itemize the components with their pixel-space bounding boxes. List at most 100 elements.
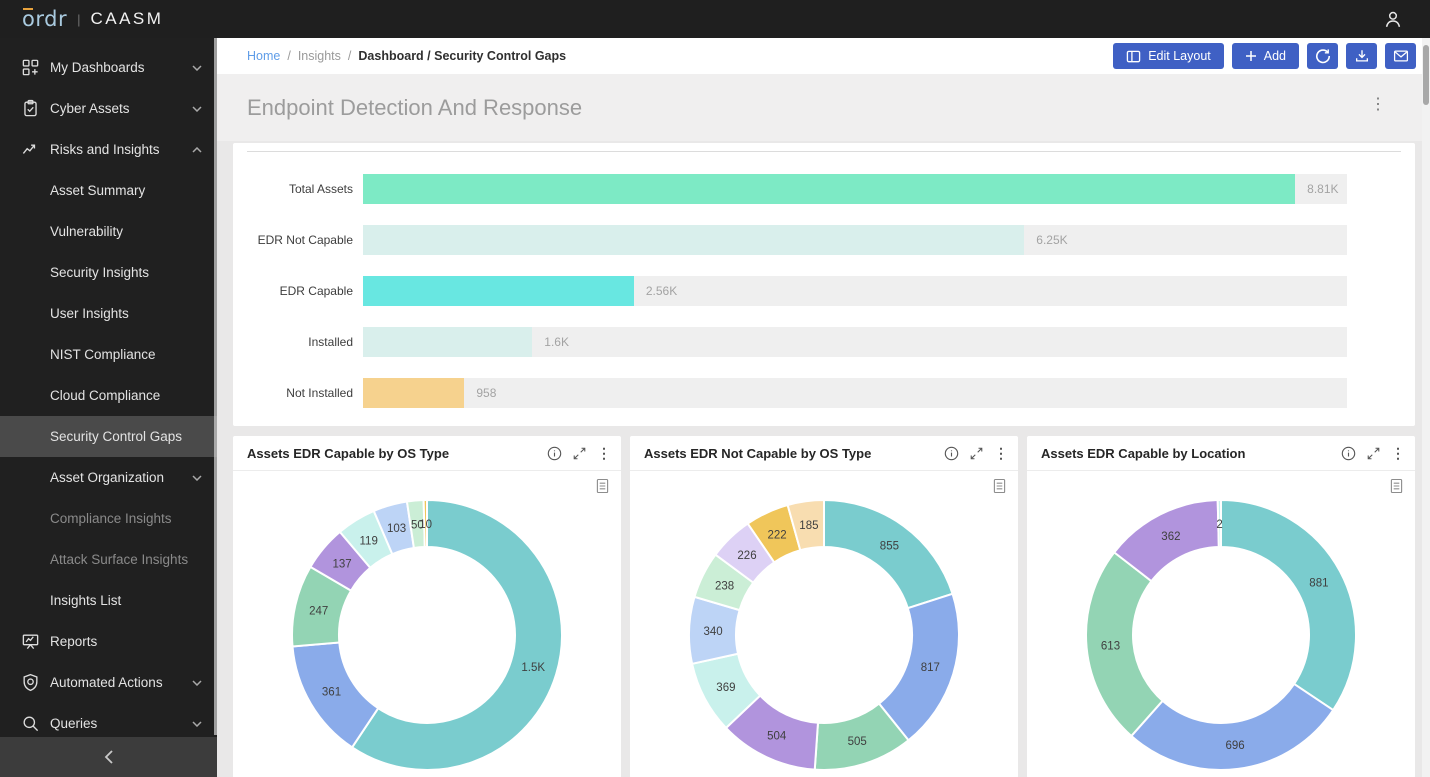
card-body: 1.5K 361 247 137 119 103 50 10 (233, 471, 621, 777)
main-content: Home / Insights / Dashboard / Security C… (217, 38, 1430, 777)
breadcrumb-current: Dashboard / Security Control Gaps (358, 49, 567, 63)
kebab-icon[interactable]: ⋮ (994, 445, 1008, 461)
refresh-button[interactable] (1307, 43, 1338, 69)
bar-fill[interactable] (363, 174, 1296, 204)
breadcrumb-separator: / (347, 49, 352, 63)
donut-slice-label: 361 (322, 687, 341, 699)
bar-fill[interactable] (363, 276, 634, 306)
sidebar-item-cyber-assets[interactable]: Cyber Assets (0, 88, 217, 129)
sidebar-item-security-control-gaps[interactable]: Security Control Gaps (0, 416, 217, 457)
donut-slice[interactable] (1220, 498, 1357, 712)
sidebar-item-insights-list[interactable]: Insights List (0, 580, 217, 621)
expand-icon[interactable] (573, 447, 586, 460)
donut-slice-label: 504 (767, 730, 787, 742)
breadcrumb-home[interactable]: Home (247, 49, 281, 63)
product-name: CAASM (90, 9, 164, 28)
edit-layout-button[interactable]: Edit Layout (1113, 43, 1224, 69)
sidebar-item-reports[interactable]: Reports (0, 621, 217, 662)
bar-fill[interactable] (363, 327, 533, 357)
breadcrumb-separator: / (287, 49, 291, 63)
document-icon[interactable] (993, 478, 1006, 494)
donut-slice-label: 222 (768, 529, 787, 541)
info-icon[interactable] (1341, 446, 1356, 461)
card-title: Assets EDR Capable by OS Type (247, 445, 450, 461)
donut-slice-label: 362 (1161, 531, 1180, 543)
add-button[interactable]: Add (1231, 43, 1299, 69)
refresh-icon (1315, 49, 1330, 64)
dashboard-title: Endpoint Detection And Response (247, 95, 583, 120)
clipboard-icon (21, 99, 40, 118)
sidebar-item-automated-actions[interactable]: Automated Actions (0, 662, 217, 703)
scrollbar-thumb[interactable] (1423, 45, 1429, 105)
shield-icon (21, 673, 40, 692)
sidebar-item-asset-organization[interactable]: Asset Organization (0, 457, 217, 498)
breadcrumb-insights[interactable]: Insights (297, 49, 341, 63)
sidebar-item-risks-and-insights[interactable]: Risks and Insights (0, 129, 217, 170)
donut-slice-label: 238 (715, 581, 734, 593)
toolbar: Edit Layout Add (1113, 43, 1416, 69)
donut-slice-label: 1.5K (521, 662, 545, 674)
download-button[interactable] (1346, 43, 1377, 69)
sidebar-item-vulnerability[interactable]: Vulnerability (0, 211, 217, 252)
bar-row: Installed 1.6K (249, 327, 1347, 357)
mail-button[interactable] (1385, 43, 1416, 69)
sidebar-item-user-insights[interactable]: User Insights (0, 293, 217, 334)
bar-row: Total Assets 8.81K (249, 174, 1347, 204)
sidebar-item-label: User Insights (50, 306, 129, 321)
donut-slice[interactable] (1216, 498, 1222, 549)
sidebar-item-label: Risks and Insights (50, 142, 160, 157)
sidebar-item-nist-compliance[interactable]: NIST Compliance (0, 334, 217, 375)
donut-slice[interactable] (823, 498, 954, 610)
donut-slice-label: 817 (921, 662, 940, 674)
sidebar-item-my-dashboards[interactable]: My Dashboards (0, 47, 217, 88)
sidebar-item-security-insights[interactable]: Security Insights (0, 252, 217, 293)
kebab-icon[interactable]: ⋮ (1391, 445, 1405, 461)
donut-slice-label: 613 (1101, 640, 1120, 652)
card-edr-capable-by-location: Assets EDR Capable by Location ⋮ 881 696 6… (1027, 436, 1415, 777)
bar-fill[interactable] (363, 378, 465, 408)
sidebar-item-compliance-insights[interactable]: Compliance Insights (0, 498, 217, 539)
expand-icon[interactable] (1367, 447, 1380, 460)
info-icon[interactable] (547, 446, 562, 461)
donut-slice-label: 10 (419, 519, 432, 531)
sidebar-item-label: Reports (50, 634, 98, 649)
bar-track: 6.25K (363, 225, 1347, 255)
donut-slice[interactable] (786, 498, 825, 552)
logo[interactable]: ordr | CAASM (0, 7, 217, 30)
sidebar-item-attack-surface-insights[interactable]: Attack Surface Insights (0, 539, 217, 580)
document-icon[interactable] (596, 478, 609, 494)
document-icon[interactable] (1390, 478, 1403, 494)
sidebar-scrollbar[interactable] (214, 38, 217, 735)
expand-icon[interactable] (970, 447, 983, 460)
sidebar-item-asset-summary[interactable]: Asset Summary (0, 170, 217, 211)
bar-fill[interactable] (363, 225, 1025, 255)
top-bar: ordr | CAASM (0, 0, 1430, 38)
donut-slice[interactable] (1129, 682, 1335, 771)
kebab-icon[interactable]: ⋮ (597, 445, 611, 461)
bar-value-label: 958 (476, 386, 497, 400)
sidebar-item-label: My Dashboards (50, 60, 145, 75)
donut-slice[interactable] (422, 498, 428, 549)
bar-row: EDR Capable 2.56K (249, 276, 1347, 306)
user-menu-button[interactable] (1382, 8, 1404, 30)
sidebar-item-label: Security Control Gaps (50, 429, 183, 444)
donut-slice-label: 226 (737, 550, 756, 562)
page-scrollbar[interactable] (1422, 38, 1430, 777)
chevron-down-icon (192, 720, 202, 727)
info-icon[interactable] (944, 446, 959, 461)
sidebar-item-queries[interactable]: Queries (0, 703, 217, 744)
kebab-icon[interactable]: ⋮ (1370, 96, 1386, 113)
chevron-up-icon (192, 146, 202, 153)
donut-slice-label: 340 (704, 626, 723, 638)
dashboard-header: Endpoint Detection And Response ⋮ (217, 74, 1430, 141)
sidebar-item-label: Compliance Insights (50, 511, 172, 526)
sidebar-item-cloud-compliance[interactable]: Cloud Compliance (0, 375, 217, 416)
bar-category-label: Not Installed (286, 386, 353, 400)
bar-track: 1.6K (363, 327, 1347, 357)
chevron-down-icon (192, 64, 202, 71)
donut-slice[interactable] (350, 498, 563, 771)
sidebar-collapse-button[interactable] (0, 737, 217, 777)
dashboards-icon (21, 58, 40, 77)
donut-slice-label: 369 (716, 682, 735, 694)
